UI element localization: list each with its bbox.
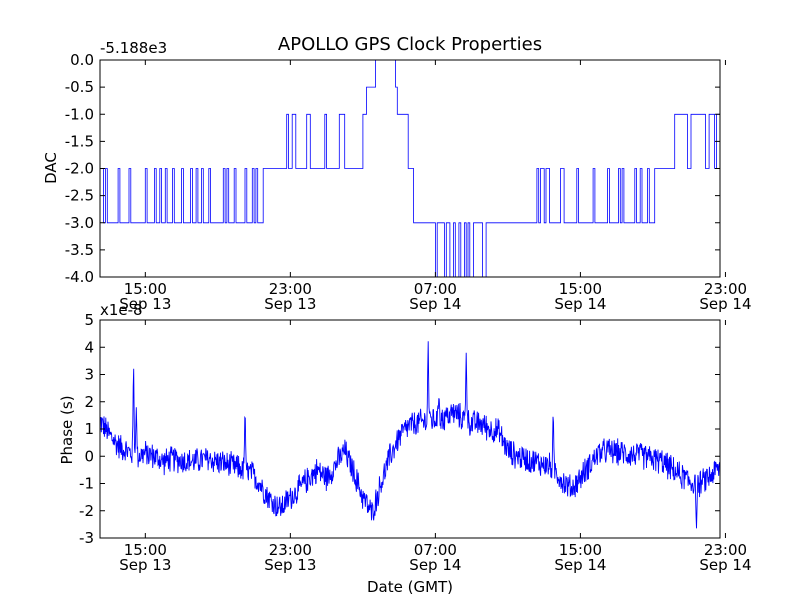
y-tick-label: -1: [79, 475, 94, 493]
x-tick-date-label: Sep 13: [119, 295, 171, 313]
y-tick-label: -0.5: [65, 78, 94, 96]
x-tick-time-label: 23:00: [269, 541, 312, 559]
dac-y-ticks: 0.0 -0.5 -1.0 -1.5 -2.0 -2.5 -3.0 -3.5 -4.0: [65, 51, 720, 286]
phase-plot-area: [100, 320, 720, 538]
phase-y-axis-title: Phase (s): [58, 395, 76, 464]
x-tick-date-label: Sep 13: [119, 556, 171, 574]
x-axis-title: Date (GMT): [367, 578, 453, 596]
x-tick-date-label: Sep 14: [554, 556, 606, 574]
y-tick-label: 3: [84, 366, 94, 384]
x-tick-date-label: Sep 13: [264, 295, 316, 313]
x-tick-time-label: 15:00: [124, 280, 167, 298]
x-tick-time-label: 15:00: [559, 280, 602, 298]
y-tick-label: -2.0: [65, 160, 94, 178]
series-line-dac: [100, 60, 720, 277]
y-tick-label: -2: [79, 502, 94, 520]
x-tick-time-label: 23:00: [269, 280, 312, 298]
x-tick-date-label: Sep 14: [409, 556, 461, 574]
x-tick-time-label: 15:00: [559, 541, 602, 559]
y-tick-label: -4.0: [65, 268, 94, 286]
x-tick-date-label: Sep 14: [409, 295, 461, 313]
y-tick-label: 0.0: [70, 51, 94, 69]
x-tick-time-label: 07:00: [414, 280, 457, 298]
phase-series: [100, 341, 720, 529]
figure-title: APOLLO GPS Clock Properties: [278, 34, 542, 55]
phase-offset-label: x1e-8: [100, 301, 143, 319]
y-tick-label: 4: [84, 338, 94, 356]
x-tick-time-label: 07:00: [414, 541, 457, 559]
y-tick-label: -3.0: [65, 214, 94, 232]
x-tick-date-label: Sep 14: [699, 556, 751, 574]
dac-series: [100, 60, 720, 277]
series-line-phase: [100, 341, 720, 529]
x-tick-date-label: Sep 14: [554, 295, 606, 313]
phase-y-ticks: 5 4 3 2 1 0 -1 -2 -3: [79, 311, 720, 547]
y-tick-label: -3.5: [65, 241, 94, 259]
x-tick-time-label: 23:00: [704, 280, 747, 298]
x-tick-time-label: 15:00: [124, 541, 167, 559]
y-tick-label: 1: [84, 420, 94, 438]
y-tick-label: -1.5: [65, 132, 94, 150]
y-tick-label: -2.5: [65, 187, 94, 205]
x-tick-date-label: Sep 13: [264, 556, 316, 574]
x-tick-date-label: Sep 14: [699, 295, 751, 313]
x-tick-time-label: 23:00: [704, 541, 747, 559]
y-tick-label: -3: [79, 529, 94, 547]
y-tick-label: 0: [84, 447, 94, 465]
y-tick-label: 2: [84, 393, 94, 411]
y-tick-label: 5: [84, 311, 94, 329]
y-tick-label: -1.0: [65, 105, 94, 123]
dac-offset-label: -5.188e3: [100, 39, 167, 57]
dac-y-axis-title: DAC: [42, 152, 60, 184]
dac-panel: 0.0 -0.5 -1.0 -1.5 -2.0 -2.5 -3.0 -3.5 -4.0 15:0…: [42, 39, 752, 313]
